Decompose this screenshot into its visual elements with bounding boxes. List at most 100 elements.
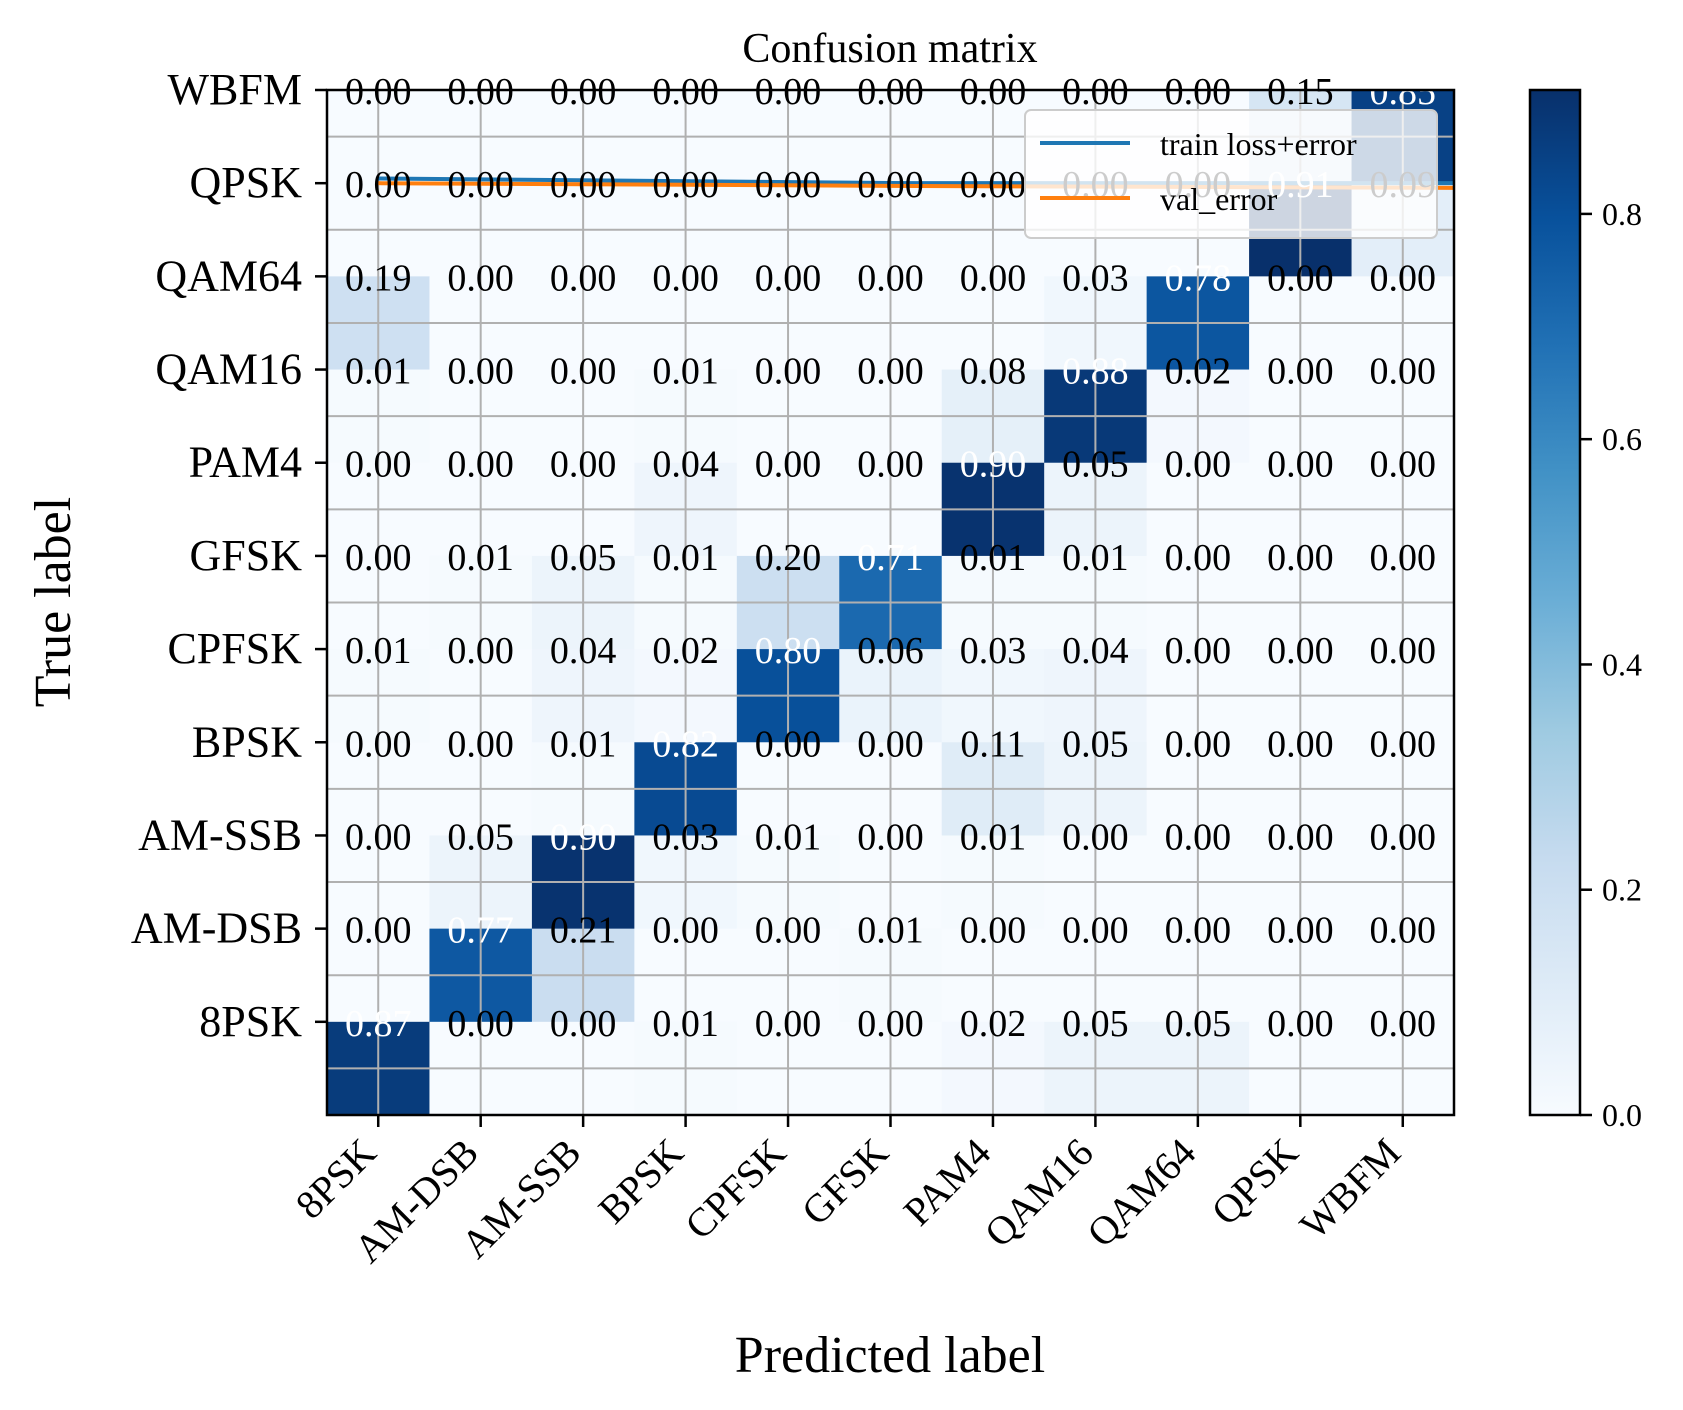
cell-value-label: 0.00 [345, 71, 412, 113]
cell-value-label: 0.01 [755, 816, 822, 858]
cell-value-label: 0.02 [960, 1003, 1027, 1045]
cell-value-label: 0.00 [1267, 351, 1334, 393]
cell-value-label: 0.82 [652, 723, 719, 765]
x-tick-label: QPSK [1203, 1129, 1307, 1233]
cell-value-label: 0.00 [447, 723, 514, 765]
y-tick-label: QPSK [190, 158, 303, 207]
cell-value-label: 0.01 [1062, 537, 1129, 579]
cell-value-label: 0.00 [447, 444, 514, 486]
colorbar-tick-label: 0.2 [1602, 872, 1642, 908]
cell-value-label: 0.00 [1267, 444, 1334, 486]
y-tick-label: QAM64 [155, 251, 302, 300]
cell-value-label: 0.00 [1267, 630, 1334, 672]
cell-value-label: 0.01 [857, 910, 924, 952]
y-tick-label: GFSK [190, 531, 303, 580]
cell-value-label: 0.00 [857, 257, 924, 299]
cell-value-label: 0.00 [755, 351, 822, 393]
cell-value-label: 0.00 [755, 723, 822, 765]
colorbar-tick-label: 0.6 [1602, 421, 1642, 457]
cell-value-label: 0.00 [345, 164, 412, 206]
chart-title: Confusion matrix [742, 26, 1037, 72]
y-tick-label: BPSK [192, 717, 302, 766]
y-axis-label: True label [25, 497, 82, 707]
cell-value-label: 0.00 [345, 910, 412, 952]
legend: train loss+error val_error [1024, 109, 1438, 239]
cell-value-label: 0.03 [652, 816, 719, 858]
cell-value-label: 0.00 [1165, 723, 1232, 765]
cell-value-label: 0.00 [345, 537, 412, 579]
cell-value-label: 0.78 [1165, 257, 1232, 299]
cell-value-label: 0.00 [652, 71, 719, 113]
cell-value-label: 0.05 [1165, 1003, 1232, 1045]
cell-value-label: 0.00 [550, 444, 617, 486]
cell-value-label: 0.00 [1370, 444, 1437, 486]
cell-value-label: 0.00 [960, 257, 1027, 299]
cell-value-label: 0.05 [1062, 1003, 1129, 1045]
cell-value-label: 0.00 [550, 71, 617, 113]
cell-value-label: 0.01 [652, 1003, 719, 1045]
cell-value-label: 0.00 [1370, 816, 1437, 858]
x-tick-label: 8PSK [287, 1129, 385, 1227]
cell-value-label: 0.00 [857, 1003, 924, 1045]
cell-value-label: 0.00 [1062, 816, 1129, 858]
cell-value-label: 0.00 [1267, 910, 1334, 952]
y-tick-label: AM-DSB [131, 904, 302, 953]
cell-value-label: 0.00 [755, 444, 822, 486]
cell-value-label: 0.11 [960, 723, 1025, 765]
cell-value-label: 0.00 [1370, 910, 1437, 952]
cell-value-label: 0.19 [345, 257, 412, 299]
y-tick-label: QAM16 [155, 345, 302, 394]
cell-value-label: 0.05 [1062, 444, 1129, 486]
colorbar-tick-label: 0.4 [1602, 646, 1642, 682]
cell-value-label: 0.00 [960, 164, 1027, 206]
cell-value-label: 0.03 [960, 630, 1027, 672]
cell-value-label: 0.88 [1062, 351, 1129, 393]
cell-value-label: 0.80 [755, 630, 822, 672]
cell-value-label: 0.85 [1370, 71, 1437, 113]
cell-value-label: 0.00 [1267, 816, 1334, 858]
y-tick-label: PAM4 [189, 438, 302, 487]
cell-value-label: 0.90 [960, 444, 1027, 486]
cell-value-label: 0.00 [652, 910, 719, 952]
cell-value-label: 0.06 [857, 630, 924, 672]
cell-value-label: 0.00 [1062, 910, 1129, 952]
cell-value-label: 0.00 [1165, 537, 1232, 579]
cell-value-label: 0.71 [857, 537, 924, 579]
cell-value-label: 0.00 [1165, 630, 1232, 672]
cell-value-label: 0.08 [960, 351, 1027, 393]
colorbar-tick-label: 0.0 [1602, 1097, 1642, 1133]
cell-value-label: 0.00 [857, 816, 924, 858]
colorbar-ticks: 0.0 0.2 0.4 0.6 0.8 [1580, 196, 1642, 1133]
cell-value-label: 0.00 [652, 257, 719, 299]
cell-value-label: 0.00 [755, 164, 822, 206]
cell-value-label: 0.00 [1165, 910, 1232, 952]
cell-value-label: 0.90 [550, 816, 617, 858]
colorbar-tick-label: 0.8 [1602, 196, 1642, 232]
cell-value-label: 0.00 [1062, 71, 1129, 113]
cell-value-label: 0.00 [447, 71, 514, 113]
cell-value-label: 0.00 [345, 723, 412, 765]
cell-value-label: 0.01 [652, 537, 719, 579]
cell-value-label: 0.00 [447, 351, 514, 393]
cell-value-label: 0.00 [1370, 1003, 1437, 1045]
cell-value-label: 0.00 [1165, 816, 1232, 858]
cell-value-label: 0.04 [652, 444, 719, 486]
y-tick-label: WBFM [168, 65, 302, 114]
y-axis-ticks: WBFM QPSK QAM64 QAM16 PAM4 GFSK CPFSK BPSK AM-SS… [131, 65, 327, 1046]
legend-label-val: val_error [1160, 181, 1278, 217]
cell-value-label: 0.05 [447, 816, 514, 858]
cell-value-label: 0.01 [345, 351, 412, 393]
y-tick-label: AM-SSB [138, 810, 302, 859]
legend-label-train: train loss+error [1160, 126, 1357, 162]
x-tick-label: CPFSK [676, 1129, 794, 1247]
cell-value-label: 0.05 [550, 537, 617, 579]
cell-value-label: 0.00 [652, 164, 719, 206]
cell-value-label: 0.01 [550, 723, 617, 765]
cell-value-label: 0.00 [1165, 71, 1232, 113]
cell-value-label: 0.00 [447, 630, 514, 672]
cell-value-label: 0.00 [550, 351, 617, 393]
cell-value-label: 0.00 [755, 910, 822, 952]
cell-value-label: 0.02 [1165, 351, 1232, 393]
